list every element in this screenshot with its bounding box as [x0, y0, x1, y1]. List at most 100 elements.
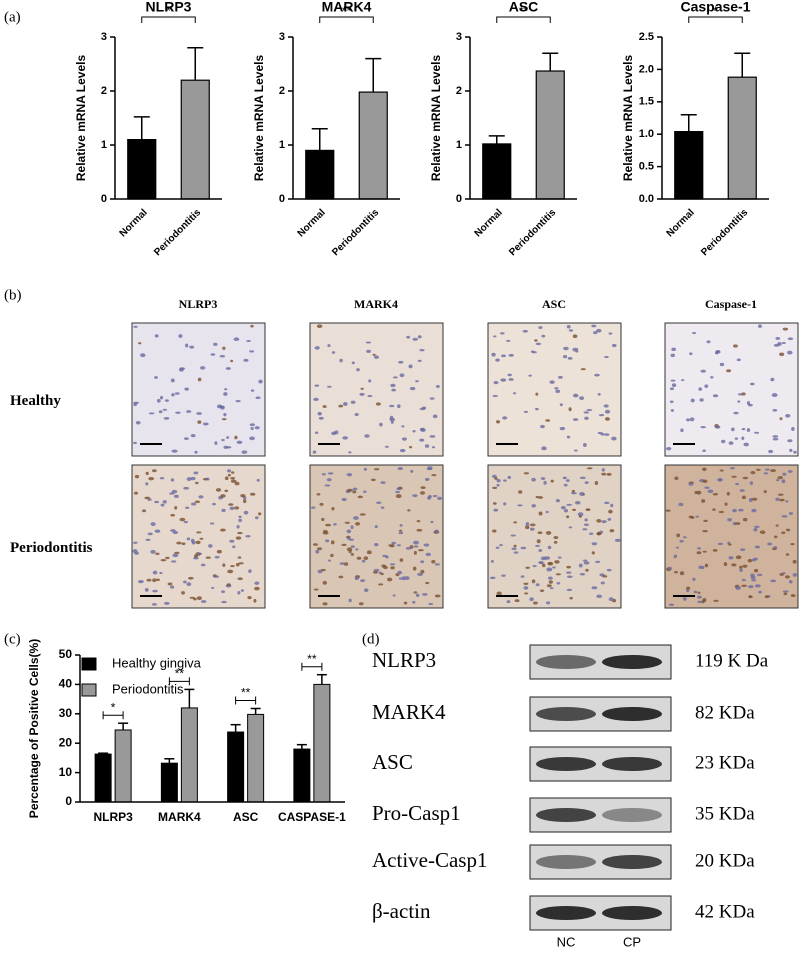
cell-nucleus	[209, 522, 215, 525]
cell-nucleus	[567, 357, 573, 360]
blot-band	[602, 808, 662, 822]
cell-nucleus	[496, 591, 502, 596]
cell-nucleus	[739, 489, 745, 492]
cell-nucleus	[704, 384, 709, 388]
cell-nucleus	[668, 603, 674, 606]
cell-nucleus	[237, 577, 243, 581]
cell-nucleus	[255, 396, 261, 400]
cell-nucleus	[669, 400, 674, 403]
cell-nucleus	[501, 574, 506, 577]
cell-nucleus	[317, 411, 322, 416]
cell-nucleus	[723, 562, 728, 567]
cell-nucleus	[604, 501, 610, 505]
cell-nucleus	[241, 450, 248, 454]
protein-label: ASC	[372, 750, 413, 774]
cell-nucleus	[674, 570, 679, 574]
cell-nucleus	[566, 435, 571, 439]
cell-nucleus	[237, 590, 241, 595]
cell-nucleus	[686, 586, 691, 590]
cell-nucleus	[748, 595, 752, 598]
cell-nucleus	[493, 381, 499, 385]
cell-nucleus	[606, 472, 612, 476]
cell-nucleus	[492, 502, 497, 505]
cell-nucleus	[392, 376, 398, 379]
cell-nucleus	[719, 362, 725, 367]
cell-nucleus	[234, 506, 240, 510]
cell-nucleus	[492, 395, 499, 398]
cell-nucleus	[314, 431, 319, 435]
cell-nucleus	[768, 449, 774, 454]
cell-nucleus	[420, 560, 425, 564]
cell-nucleus	[186, 582, 192, 587]
cell-nucleus	[134, 551, 139, 555]
cell-nucleus	[356, 556, 362, 560]
x-tick-label: ASC	[233, 810, 259, 824]
cell-nucleus	[190, 476, 196, 481]
cell-nucleus	[732, 508, 737, 513]
cell-nucleus	[593, 331, 598, 335]
blot-band	[602, 757, 662, 771]
cell-nucleus	[715, 350, 721, 354]
significance-bracket	[102, 711, 124, 720]
cell-nucleus	[558, 375, 563, 379]
cell-nucleus	[364, 434, 370, 438]
cell-nucleus	[741, 578, 746, 582]
cell-nucleus	[351, 361, 355, 365]
cell-nucleus	[535, 583, 540, 587]
cell-nucleus	[584, 416, 589, 420]
cell-nucleus	[777, 342, 782, 346]
cell-nucleus	[542, 563, 546, 568]
cell-nucleus	[373, 355, 380, 359]
cell-nucleus	[741, 584, 748, 587]
cell-nucleus	[585, 508, 591, 511]
cell-nucleus	[200, 600, 207, 603]
cell-nucleus	[429, 397, 435, 400]
cell-nucleus	[221, 438, 225, 442]
cell-nucleus	[221, 590, 226, 594]
cell-nucleus	[572, 334, 578, 339]
cell-nucleus	[230, 479, 237, 483]
cell-nucleus	[227, 473, 231, 477]
cell-nucleus	[499, 544, 503, 547]
cell-nucleus	[689, 417, 695, 422]
cell-nucleus	[200, 366, 206, 370]
cell-nucleus	[717, 542, 724, 546]
cell-nucleus	[419, 491, 426, 495]
cell-nucleus	[772, 408, 778, 412]
cell-nucleus	[360, 579, 366, 583]
cell-nucleus	[390, 383, 396, 388]
cell-nucleus	[773, 546, 778, 549]
cell-nucleus	[531, 504, 537, 508]
cell-nucleus	[598, 413, 605, 417]
cell-nucleus	[155, 552, 160, 556]
cell-nucleus	[559, 403, 563, 407]
cell-nucleus	[389, 404, 395, 408]
cell-nucleus	[679, 539, 684, 543]
cell-nucleus	[511, 547, 517, 551]
y-tick-label: 1.0	[639, 128, 654, 140]
cell-nucleus	[690, 516, 695, 519]
cell-nucleus	[492, 529, 497, 533]
cell-nucleus	[582, 528, 588, 531]
cell-nucleus	[712, 394, 719, 398]
significance-label: *	[166, 4, 171, 18]
cell-nucleus	[754, 545, 760, 549]
cell-nucleus	[721, 439, 726, 444]
y-tick-label: 2	[279, 85, 285, 97]
y-tick-label: 0.5	[639, 161, 654, 173]
cell-nucleus	[767, 542, 773, 546]
cell-nucleus	[155, 578, 160, 581]
blot-band	[536, 655, 596, 669]
cell-nucleus	[343, 402, 348, 406]
cell-nucleus	[195, 481, 199, 485]
cell-nucleus	[600, 581, 605, 585]
significance-label: **	[307, 652, 317, 666]
cell-nucleus	[190, 538, 195, 543]
cell-nucleus	[596, 594, 603, 599]
blot-band	[536, 707, 596, 721]
cell-nucleus	[397, 570, 403, 575]
bar	[293, 748, 311, 803]
cell-nucleus	[238, 562, 244, 565]
cell-nucleus	[148, 412, 155, 415]
